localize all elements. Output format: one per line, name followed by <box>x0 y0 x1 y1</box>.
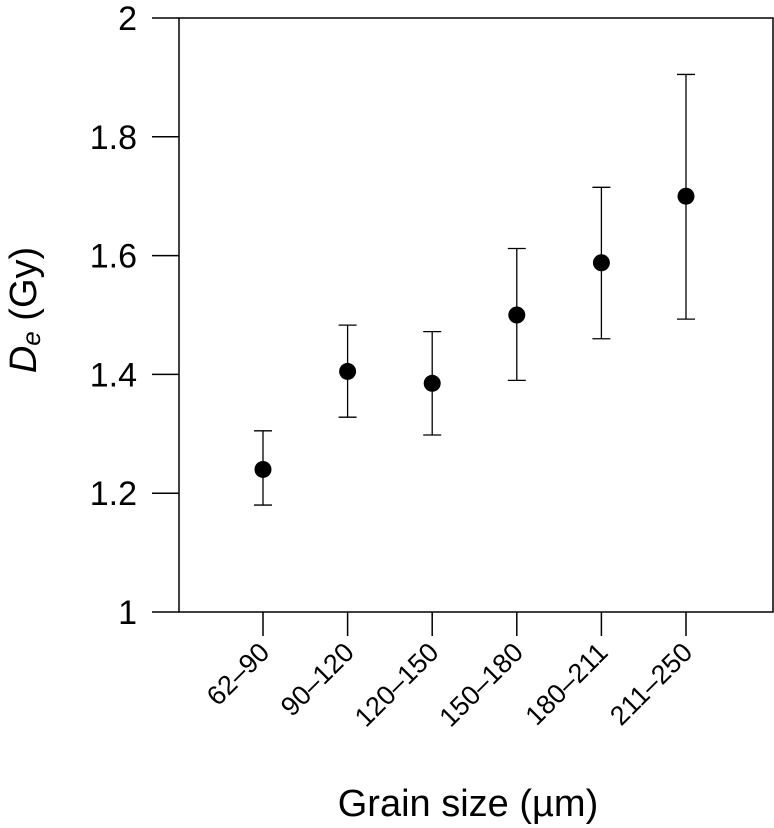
y-tick-label: 2 <box>118 0 137 38</box>
x-tick-label: 90–120 <box>275 637 360 722</box>
y-tick-label: 1.2 <box>90 475 137 513</box>
x-tick-label: 62–90 <box>201 637 275 711</box>
y-axis-title: De (Gy) <box>3 247 46 373</box>
y-tick-label: 1.6 <box>90 238 137 276</box>
y-axis: 1 1.2 1.4 1.6 1.8 2 <box>90 0 179 632</box>
x-tick-label: 150–180 <box>433 637 529 733</box>
x-tick-label: 120–150 <box>349 637 445 733</box>
y-axis-title-unit: (Gy) <box>3 247 45 331</box>
y-tick-label: 1.4 <box>90 356 137 394</box>
x-tick-label: 211–250 <box>604 637 698 731</box>
x-tick-label: 180–211 <box>520 637 614 731</box>
data-point <box>592 254 610 272</box>
data-point <box>677 187 695 205</box>
x-axis-title: Grain size (µm) <box>338 783 598 825</box>
y-tick-label: 1 <box>118 594 137 632</box>
data-point <box>423 374 441 392</box>
y-axis-title-subscript: e <box>16 331 46 345</box>
y-axis-title-symbol: D <box>3 346 45 373</box>
error-bars <box>254 73 695 506</box>
data-point <box>339 362 357 380</box>
data-points <box>254 187 695 478</box>
plot-frame <box>178 17 774 613</box>
data-point <box>254 460 272 478</box>
y-tick-label: 1.8 <box>90 119 137 157</box>
data-point <box>508 306 526 324</box>
